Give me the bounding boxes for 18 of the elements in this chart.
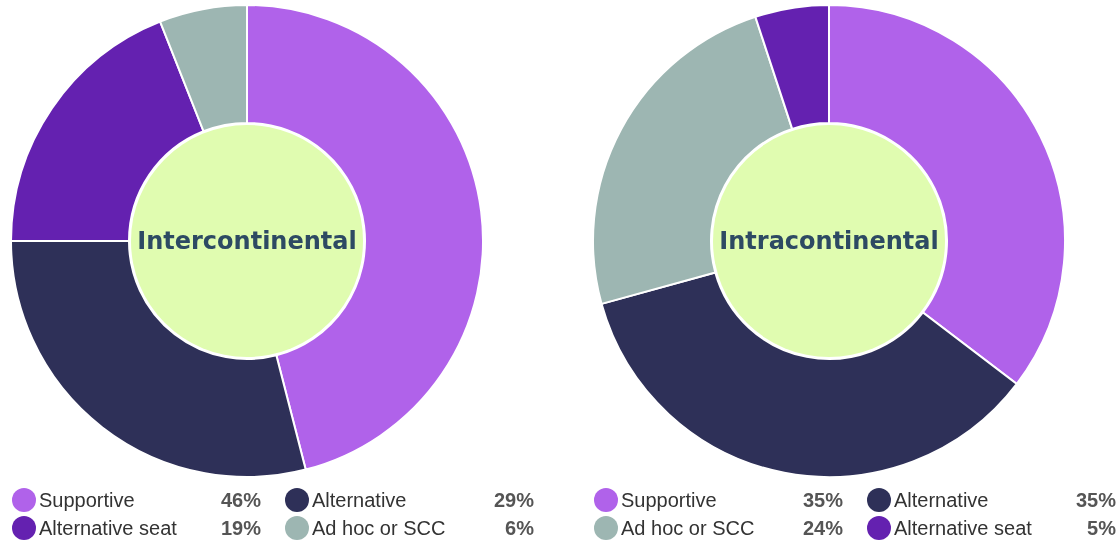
data-label: 6% [505, 516, 534, 540]
legend-label: Supportive [39, 488, 136, 512]
text: Intracontinental [719, 227, 939, 255]
legend-label: Ad hoc or SCC [621, 516, 756, 540]
data-label: 35% [1075, 488, 1116, 512]
text: Intercontinental [137, 227, 357, 255]
data-label: 5% [1087, 516, 1116, 540]
legend-label: Supportive [621, 488, 718, 512]
data-label: 46% [220, 488, 261, 512]
legend-label: Alternative seat [39, 516, 178, 540]
data-label: 19% [220, 516, 261, 540]
data-label: 29% [493, 488, 534, 512]
legend-label: Alternative [894, 488, 990, 512]
data-label: 24% [802, 516, 843, 540]
legend-label: Ad hoc or SCC [312, 516, 447, 540]
legend-label: Alternative [312, 488, 408, 512]
data-label: 35% [802, 488, 843, 512]
legend-label: Alternative seat [894, 516, 1033, 540]
